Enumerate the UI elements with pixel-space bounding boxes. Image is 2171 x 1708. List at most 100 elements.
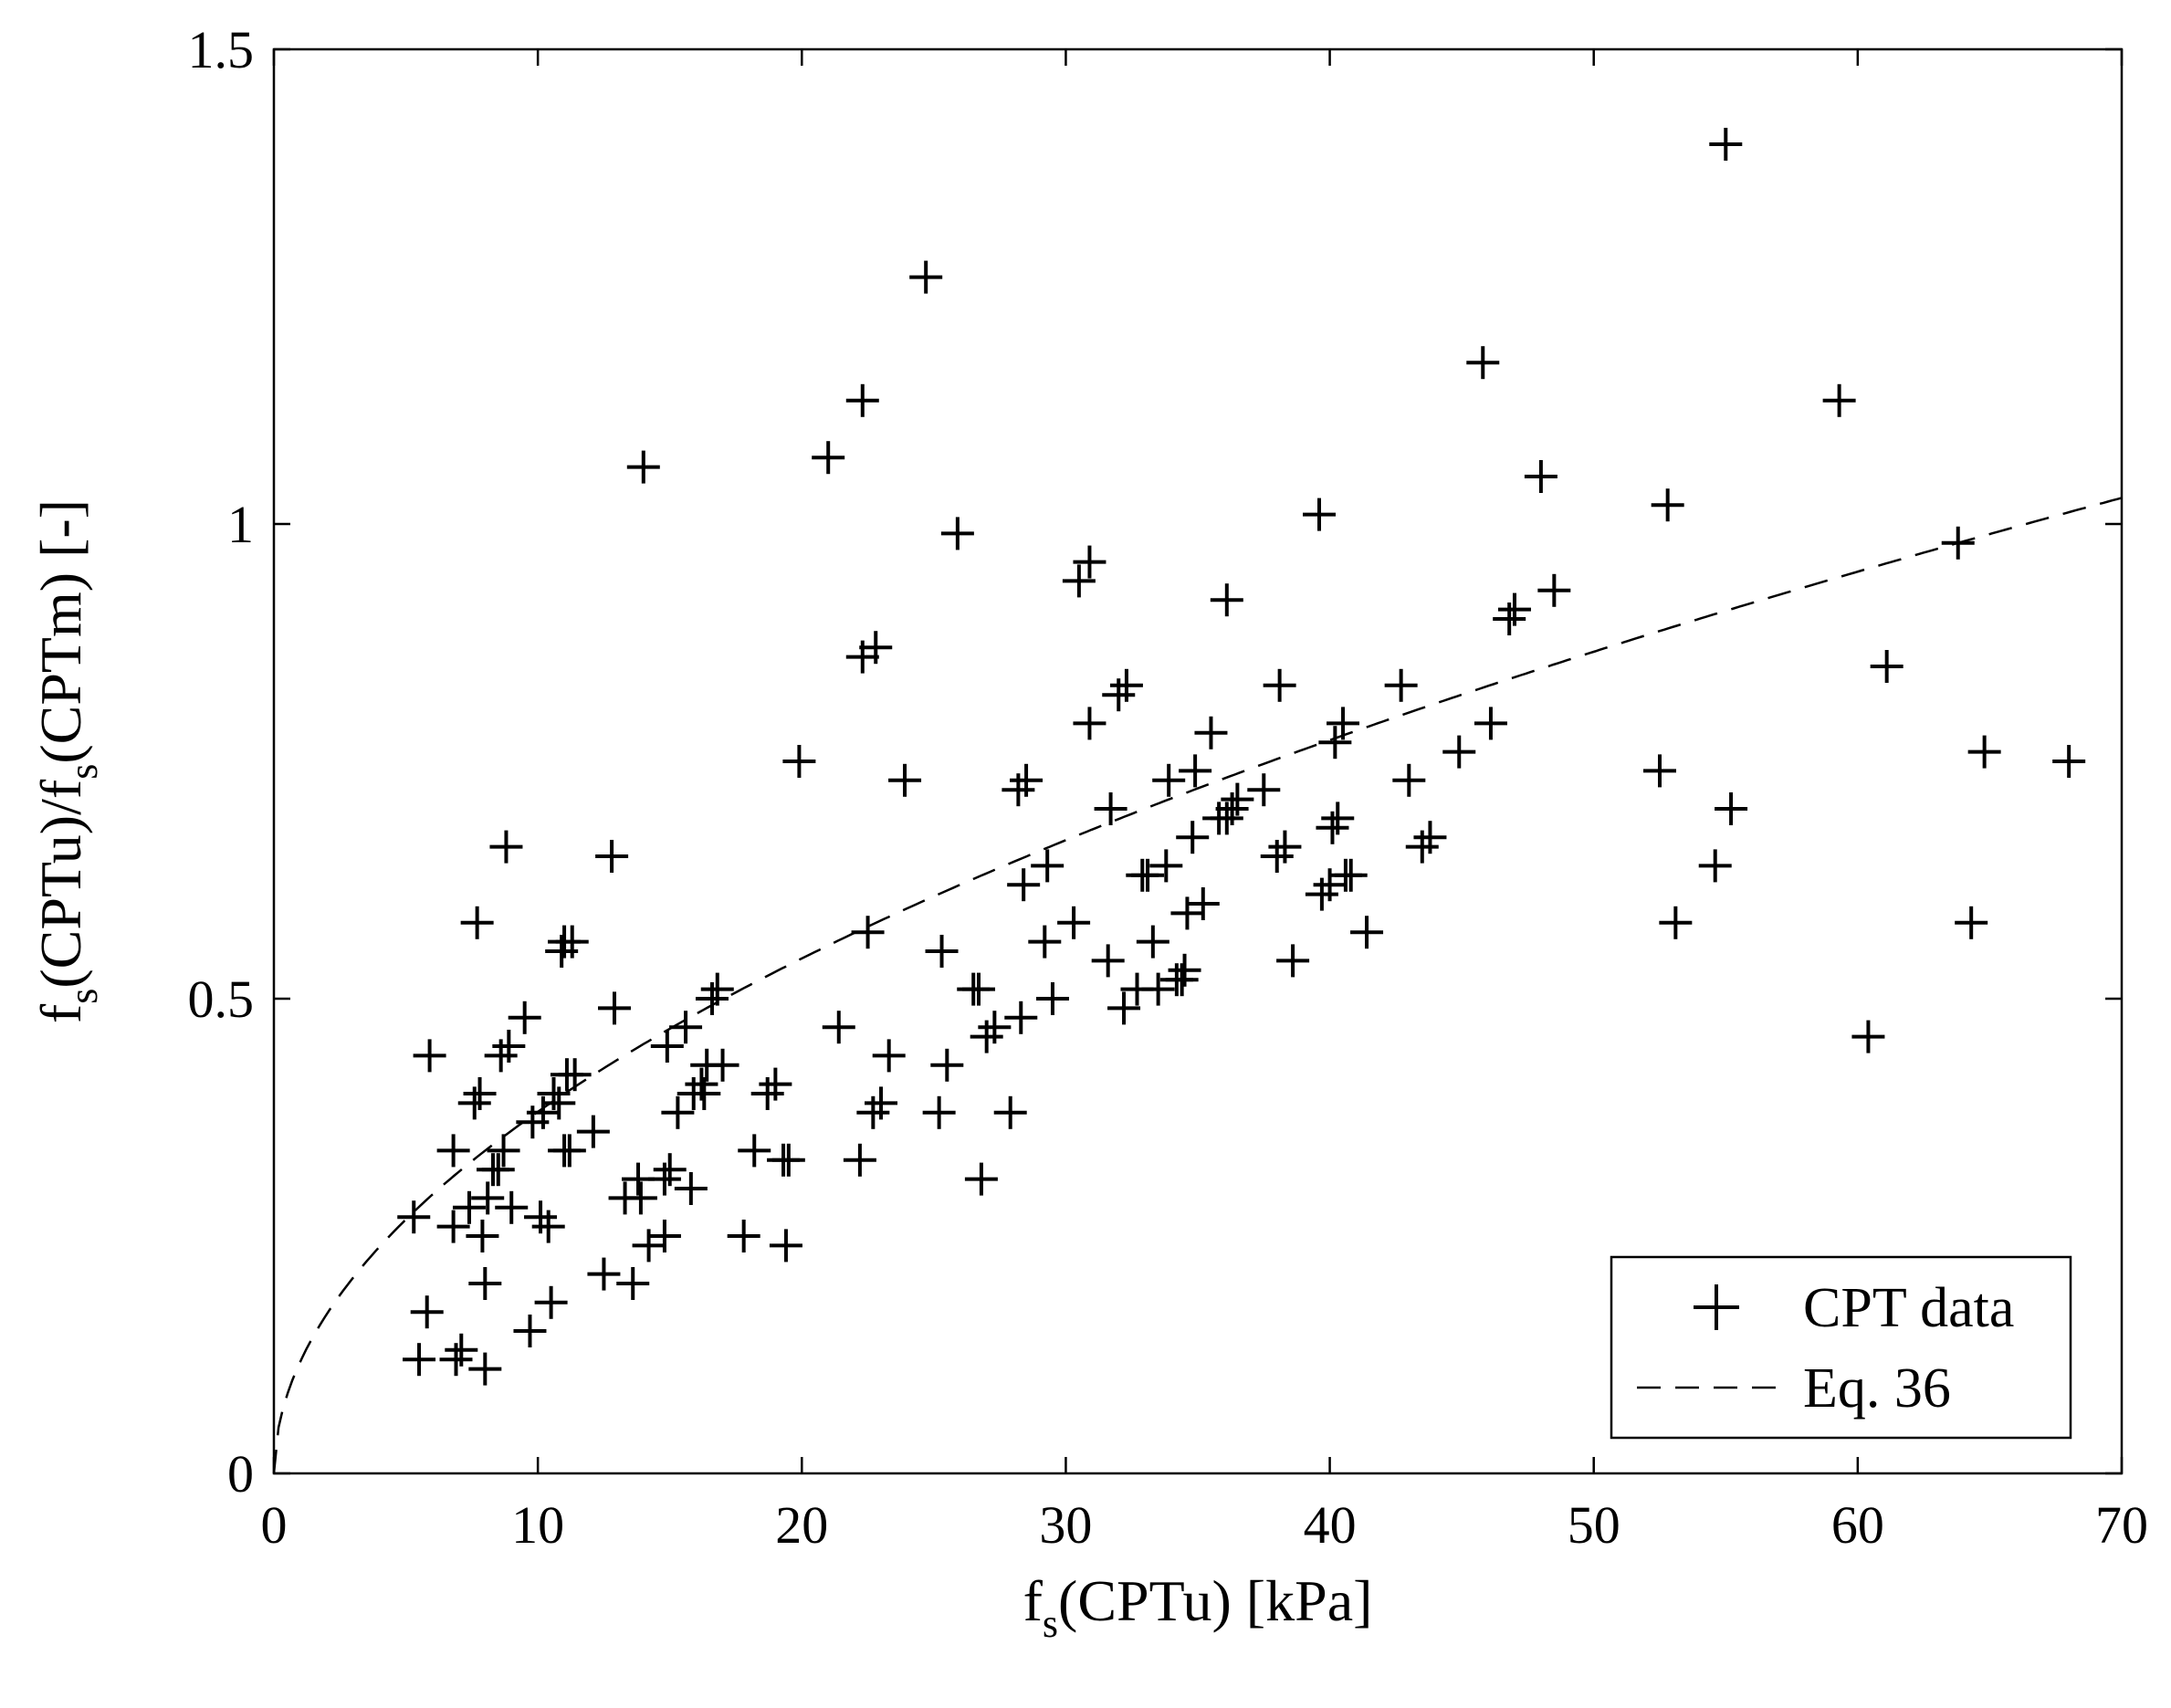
data-point — [1651, 488, 1684, 522]
y-axis-title: fs(CPTu)/fs(CPTm) [-] — [28, 499, 106, 1023]
data-point — [1168, 953, 1201, 987]
data-point — [1822, 383, 1856, 417]
x-tick-label: 20 — [775, 1495, 828, 1555]
data-point — [1392, 763, 1426, 797]
data-point — [1107, 991, 1141, 1025]
data-point — [1010, 763, 1044, 797]
data-point — [647, 1220, 681, 1252]
data-point — [481, 1153, 515, 1187]
y-tick-label: 1.5 — [188, 20, 255, 79]
data-point — [597, 991, 631, 1025]
data-point — [487, 1134, 520, 1168]
data-point — [993, 1095, 1027, 1129]
y-axis-ticks: 0 0.5 1 1.5 — [188, 20, 2122, 1504]
data-point — [576, 1115, 610, 1148]
data-point — [2052, 745, 2086, 778]
data-point — [1350, 916, 1384, 949]
data-point — [1474, 707, 1507, 740]
data-point — [513, 1315, 547, 1347]
legend-box — [1610, 1255, 2072, 1440]
data-point — [650, 1030, 684, 1063]
data-point — [687, 1077, 721, 1110]
data-point — [468, 1352, 502, 1386]
data-point — [843, 1143, 876, 1177]
data-point — [865, 1086, 898, 1120]
data-point — [661, 1095, 695, 1129]
data-point — [1091, 944, 1125, 978]
data-point — [445, 1333, 478, 1367]
data-point — [909, 260, 943, 294]
data-point — [542, 1086, 576, 1120]
eq36-curve — [272, 497, 2123, 1474]
data-point — [624, 1181, 657, 1215]
data-point — [872, 1039, 906, 1073]
data-point — [552, 1134, 586, 1168]
data-point — [1094, 792, 1127, 825]
data-point — [492, 1030, 526, 1063]
data-point — [587, 1257, 621, 1291]
data-point — [738, 1134, 771, 1168]
data-point — [1466, 346, 1500, 380]
plot-frame — [272, 47, 2124, 1475]
x-tick-label: 40 — [1304, 1495, 1357, 1555]
data-point — [771, 1143, 805, 1177]
data-point — [1073, 545, 1106, 579]
data-point — [1413, 821, 1447, 854]
data-point — [531, 1210, 565, 1243]
data-point — [1221, 782, 1254, 816]
data-point — [964, 1162, 998, 1196]
y-tick-label: 1 — [227, 495, 254, 554]
data-point — [674, 1172, 708, 1205]
data-point — [700, 972, 734, 1006]
data-point — [851, 916, 885, 949]
data-point — [413, 1039, 446, 1073]
data-point — [626, 450, 660, 484]
data-point — [1321, 802, 1355, 835]
data-point — [534, 1285, 568, 1319]
data-point — [1007, 868, 1041, 902]
data-point — [1318, 726, 1352, 760]
data-point — [812, 441, 845, 475]
legend-label-cpt-data: CPT data — [1803, 1277, 2014, 1339]
data-point — [930, 1048, 964, 1082]
data-point — [1334, 858, 1368, 892]
data-point — [1327, 707, 1360, 740]
data-point — [727, 1220, 760, 1252]
x-tick-label: 30 — [1039, 1495, 1092, 1555]
cpt-data-points — [397, 128, 2086, 1386]
data-point — [1851, 1020, 1885, 1053]
data-point — [489, 830, 523, 864]
data-point — [1109, 668, 1143, 702]
data-point — [1210, 583, 1243, 617]
data-point — [436, 1134, 470, 1168]
data-point — [466, 1220, 499, 1252]
data-point — [1073, 707, 1106, 740]
x-axis-ticks: 0 10 20 30 40 50 60 70 — [261, 49, 2148, 1555]
data-point — [463, 1077, 497, 1110]
data-point — [1035, 982, 1069, 1015]
legend-label-eq36: Eq. 36 — [1803, 1357, 1951, 1420]
data-point — [759, 1067, 792, 1101]
data-point — [653, 1153, 687, 1187]
data-point — [1186, 887, 1220, 920]
data-point — [1442, 735, 1476, 769]
x-tick-label: 0 — [261, 1495, 288, 1555]
data-point — [978, 1011, 1012, 1044]
x-axis-title: fs(CPTu) [kPa] — [1023, 1568, 1373, 1646]
data-point — [859, 631, 893, 665]
data-point — [1031, 849, 1065, 883]
x-tick-label: 10 — [511, 1495, 564, 1555]
data-point — [616, 1267, 650, 1300]
eq36-curve-layer — [272, 497, 2123, 1474]
data-point — [410, 1295, 444, 1329]
data-point — [555, 925, 589, 959]
data-point — [1659, 906, 1693, 939]
data-point — [468, 1267, 502, 1300]
data-point — [925, 935, 959, 968]
data-point — [1715, 792, 1748, 825]
data-point — [669, 1011, 703, 1044]
data-point — [1967, 735, 2001, 769]
data-point — [1062, 564, 1096, 598]
data-point — [1276, 944, 1310, 978]
